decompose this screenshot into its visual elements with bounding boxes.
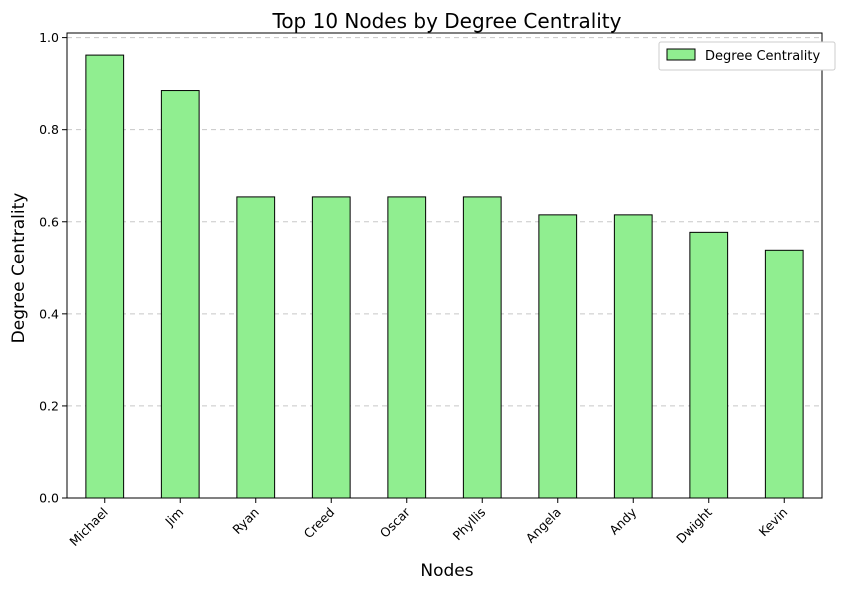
y-tick-label: 0.4: [39, 306, 59, 321]
chart-title: Top 10 Nodes by Degree Centrality: [272, 9, 622, 33]
x-tick-label: Jim: [161, 505, 186, 530]
x-tick-label: Angela: [523, 505, 564, 546]
y-axis-label: Degree Centrality: [9, 193, 29, 344]
y-tick-label: 0.6: [39, 214, 59, 229]
bars: [85, 54, 804, 499]
x-tick-label: Oscar: [377, 504, 414, 541]
x-tick-label: Kevin: [756, 505, 791, 540]
y-tick-label: 0.8: [39, 122, 59, 137]
x-tick-label: Michael: [66, 505, 110, 549]
bar-angela: [538, 214, 578, 499]
x-axis-label: Nodes: [420, 561, 473, 581]
y-tick-label: 1.0: [39, 30, 59, 45]
bar-oscar: [387, 196, 427, 499]
y-tick-label: 0.2: [39, 398, 59, 413]
bar-dwight: [689, 231, 729, 499]
plot-frame: [66, 32, 823, 499]
x-axis: Michael Jim Ryan Creed Oscar Phyllis Angela And…: [66, 498, 790, 549]
legend: Degree Centrality: [658, 41, 836, 71]
bar-ryan: [236, 196, 276, 499]
x-tick-label: Creed: [301, 505, 338, 542]
x-tick-label: Phyllis: [450, 505, 489, 544]
y-tick-label: 0.0: [39, 491, 59, 506]
legend-label: Degree Centrality: [705, 49, 820, 64]
y-axis: 0.0 0.2 0.4 0.6 0.8 1.0: [39, 30, 67, 506]
bar-jim: [160, 90, 200, 499]
bar-michael: [85, 54, 125, 499]
legend-box: [658, 41, 836, 71]
bar-andy: [613, 214, 653, 499]
legend-swatch: [666, 48, 696, 61]
x-tick-label: Andy: [606, 504, 640, 538]
bar-phyllis: [462, 196, 502, 499]
bar-creed: [311, 196, 351, 499]
x-tick-label: Ryan: [229, 505, 262, 538]
x-tick-label: Dwight: [673, 504, 715, 546]
bar-kevin: [764, 249, 804, 499]
